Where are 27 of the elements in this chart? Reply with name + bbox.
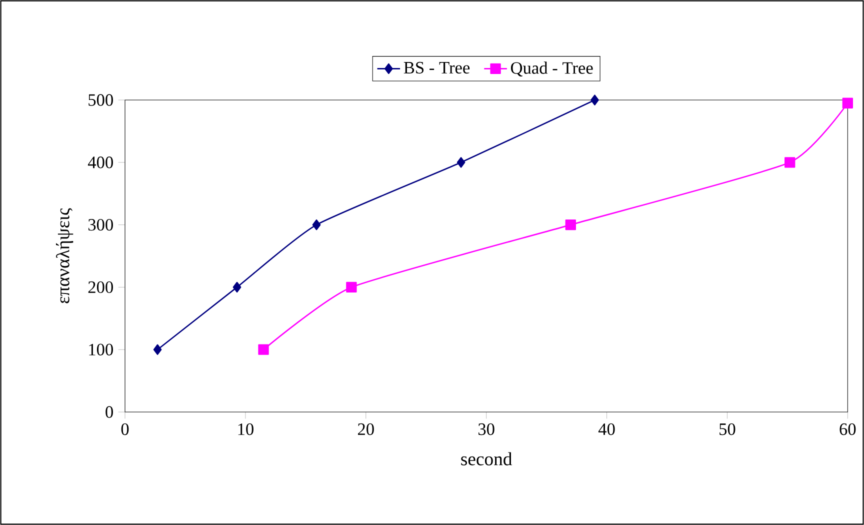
x-tick-label: 30 bbox=[478, 423, 494, 436]
y-tick-label: 300 bbox=[88, 218, 113, 231]
x-tick-label: 40 bbox=[598, 423, 615, 436]
point bbox=[456, 157, 466, 168]
point bbox=[153, 344, 162, 355]
x-tick-label: 20 bbox=[358, 423, 374, 436]
point bbox=[565, 219, 576, 230]
point bbox=[590, 94, 599, 106]
x-tick-label: 0 bbox=[121, 423, 129, 436]
x-axis-title: second bbox=[461, 452, 512, 466]
y-tick-label: 200 bbox=[88, 281, 113, 294]
point bbox=[346, 282, 357, 293]
y-tick-label: 100 bbox=[89, 344, 113, 356]
point bbox=[258, 344, 269, 355]
y-axis-title: επαναλήψεις bbox=[56, 208, 74, 304]
x-tick-label: 50 bbox=[720, 423, 736, 436]
point bbox=[842, 98, 854, 108]
legend-label: BS - Tree bbox=[404, 62, 470, 74]
x-tick-label: 60 bbox=[840, 423, 856, 436]
point bbox=[312, 219, 321, 230]
legend-label: Quad - Tree bbox=[510, 62, 593, 76]
point bbox=[784, 157, 796, 168]
y-tick-label: 500 bbox=[88, 94, 113, 106]
x-tick-label: 10 bbox=[238, 423, 254, 436]
y-tick-label: 400 bbox=[88, 156, 113, 168]
y-tick-label: 0 bbox=[106, 406, 113, 418]
point bbox=[232, 282, 242, 293]
